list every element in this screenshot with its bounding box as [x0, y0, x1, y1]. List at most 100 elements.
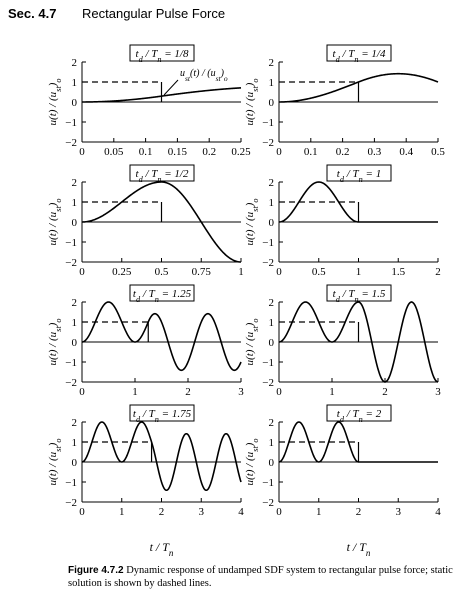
x-tick-label: 1.5	[391, 266, 405, 278]
x-tick-label: 0.5	[312, 266, 326, 278]
x-tick-label: 0	[276, 266, 282, 278]
x-tick-label: 4	[435, 506, 441, 518]
x-tick-label: 0	[79, 506, 85, 518]
y-tick-label: 0	[72, 97, 78, 109]
panel-title-box	[129, 404, 195, 422]
y-tick-label: 1	[269, 197, 275, 209]
y-axis-label: u(t) / (ust)o	[244, 79, 260, 126]
x-tick-label: 3	[435, 386, 441, 398]
x-tick-label: 0.4	[399, 146, 413, 158]
y-tick-label: −1	[262, 117, 274, 129]
y-tick-label: −2	[65, 137, 77, 149]
x-tick-label: 2	[356, 506, 362, 518]
y-tick-label: 2	[269, 177, 275, 189]
x-tick-label: 1	[329, 386, 335, 398]
panel-title: td / Tn = 1.5	[333, 288, 386, 304]
x-tick-label: 2	[382, 386, 388, 398]
x-tick-label: 0.15	[168, 146, 188, 158]
x-tick-label: 2	[185, 386, 191, 398]
y-axis-label: u(t) / (ust)o	[47, 319, 63, 366]
x-tick-label: 1	[132, 386, 138, 398]
y-tick-label: −2	[262, 497, 274, 509]
y-axis-label: u(t) / (ust)o	[244, 439, 260, 486]
chart-panel-5: −2 −1 0 1 2 0 1 2 3 td / Tn = 1.25 u(t) / (ust)o	[47, 284, 244, 398]
y-tick-label: −1	[65, 357, 77, 369]
caption-text: Dynamic response of undamped SDF system …	[68, 565, 453, 589]
response-curve	[81, 421, 242, 492]
page-header: Sec. 4.7 Rectangular Pulse Force	[8, 6, 468, 26]
panel-title: td / Tn = 1.25	[133, 288, 192, 304]
y-tick-label: −1	[262, 477, 274, 489]
x-tick-label: 0.5	[155, 266, 169, 278]
chart-panel-3: −2 −1 0 1 2 0 0.25 0.5 0.75 1 td / Tn = 1/2 u(t) / …	[47, 164, 244, 278]
y-tick-label: −2	[262, 377, 274, 389]
y-axis-label: u(t) / (ust)o	[244, 319, 260, 366]
x-tick-label: 0.5	[431, 146, 445, 158]
y-tick-label: 2	[72, 297, 78, 309]
panel-title-box	[129, 284, 195, 302]
y-axis-label: u(t) / (ust)o	[47, 79, 63, 126]
x-tick-label: 0.75	[192, 266, 212, 278]
section-title: Rectangular Pulse Force	[82, 6, 226, 21]
y-tick-label: 0	[72, 217, 78, 229]
y-tick-label: 0	[269, 217, 275, 229]
x-tick-label: 2	[435, 266, 441, 278]
x-tick-label: 0	[79, 146, 85, 158]
y-tick-label: −1	[65, 477, 77, 489]
x-tick-label: 1	[119, 506, 125, 518]
y-tick-label: 1	[72, 437, 78, 449]
x-tick-label: 3	[396, 506, 402, 518]
figure-caption: Figure 4.7.2 Dynamic response of undampe…	[68, 564, 458, 590]
panel-title: td / Tn = 1.75	[133, 408, 192, 424]
x-tick-label: 0	[79, 386, 85, 398]
x-tick-label: 0	[276, 146, 282, 158]
x-tick-label: 0.25	[112, 266, 132, 278]
chart-panel-6: −2 −1 0 1 2 0 1 2 3 td / Tn = 1.5 u(t) / (ust)o	[244, 284, 441, 398]
panel-title-box	[326, 404, 392, 422]
y-tick-label: −2	[65, 257, 77, 269]
y-tick-label: 0	[269, 457, 275, 469]
y-tick-label: 0	[72, 457, 78, 469]
response-curve	[82, 87, 242, 103]
x-axis-label-2: t / Tn	[347, 540, 371, 558]
y-tick-label: 2	[269, 297, 275, 309]
x-tick-label: 0.2	[202, 146, 216, 158]
response-curve	[278, 181, 438, 223]
static-solution-annotation: ust(t) / (ust)o	[180, 68, 228, 83]
response-curve	[278, 421, 438, 463]
x-tick-label: 0.2	[336, 146, 350, 158]
x-tick-label: 0	[276, 506, 282, 518]
chart-panel-4: −2 −1 0 1 2 0 0.5 1 1.5 2 td / Tn = 1 u(t) / (ust)o	[244, 164, 441, 278]
y-tick-label: 1	[269, 317, 275, 329]
y-tick-label: 0	[72, 337, 78, 349]
panel-title-box	[326, 44, 392, 62]
y-axis-label: u(t) / (ust)o	[244, 199, 260, 246]
x-tick-label: 3	[238, 386, 244, 398]
x-tick-label: 0.25	[231, 146, 251, 158]
x-axis-label-1: t / Tn	[150, 540, 174, 558]
panel-title-box	[129, 44, 195, 62]
panel-title-box	[326, 164, 392, 182]
x-tick-label: 4	[238, 506, 244, 518]
panel-title: td / Tn = 1/8	[136, 48, 189, 64]
panel-title: td / Tn = 1/4	[333, 48, 386, 64]
x-tick-label: 0	[79, 266, 85, 278]
y-tick-label: 2	[72, 57, 78, 69]
y-axis-label: u(t) / (ust)o	[47, 439, 63, 486]
chart-panel-2: −2 −1 0 1 2 0 0.1 0.2 0.3 0.4 0.5 td / Tn = 1/4 u(t)…	[244, 44, 445, 158]
y-tick-label: −2	[262, 257, 274, 269]
x-tick-label: 0.1	[304, 146, 318, 158]
x-tick-label: 3	[199, 506, 205, 518]
y-tick-label: 1	[72, 197, 78, 209]
y-tick-label: −1	[262, 237, 274, 249]
y-tick-label: 1	[72, 317, 78, 329]
y-tick-label: 0	[269, 337, 275, 349]
panel-title: td / Tn = 1	[337, 168, 381, 184]
y-tick-label: 2	[72, 417, 78, 429]
y-tick-label: −1	[65, 117, 77, 129]
panel-title: td / Tn = 2	[337, 408, 382, 424]
y-tick-label: 2	[269, 57, 275, 69]
response-curve	[279, 72, 439, 103]
x-tick-label: 0.05	[104, 146, 124, 158]
